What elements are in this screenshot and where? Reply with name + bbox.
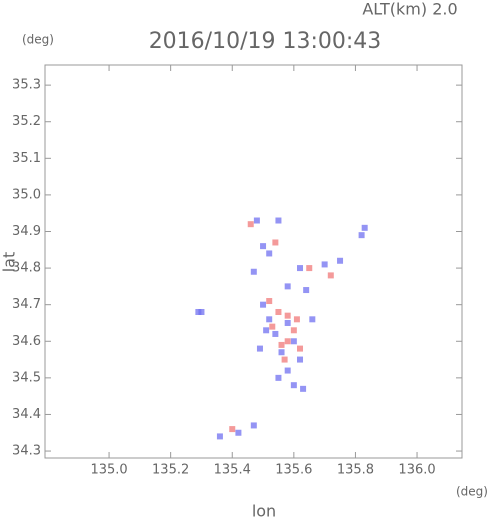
y-axis-label: lat [0,252,19,273]
echo-point [284,319,291,326]
y-tick-label: 35.0 [12,187,41,202]
echo-point [306,265,313,272]
echo-point [263,327,270,334]
x-tick-label: 136.0 [398,463,435,478]
echo-point [272,239,279,246]
echo-point [300,385,307,392]
echo-point [284,312,291,319]
y-tick-label: 34.4 [12,407,41,422]
echo-point [321,261,328,268]
x-tick-label: 135.6 [275,463,312,478]
echo-point [290,382,297,389]
x-unit: (deg) [456,485,488,499]
echo-point [297,265,304,272]
y-tick-label: 35.3 [12,78,41,93]
echo-point [284,338,291,345]
altitude-label: ALT(km) 2.0 [362,0,457,19]
echo-point [297,345,304,352]
echo-point [272,330,279,337]
echo-point [275,308,282,315]
echo-point [235,429,242,436]
y-tick-label: 35.1 [12,151,41,166]
echo-point [250,422,257,429]
y-tick-label: 34.8 [12,261,41,276]
echo-point [256,345,263,352]
echo-point [216,433,223,440]
echo-point [275,217,282,224]
y-tick-label: 34.5 [12,370,41,385]
echo-point [275,374,282,381]
echo-point [290,327,297,334]
echo-point [297,356,304,363]
echo-point [309,316,316,323]
y-tick-label: 35.2 [12,114,41,129]
y-tick-label: 34.9 [12,224,41,239]
echo-point [284,367,291,374]
y-tick-label: 34.7 [12,297,41,312]
echo-point [337,257,344,264]
echo-point [229,426,236,433]
x-tick-label: 135.4 [214,463,251,478]
y-tick-label: 34.6 [12,334,41,349]
x-axis-label: lon [252,502,276,521]
echo-point [278,341,285,348]
plot-frame [44,64,463,459]
echo-point [303,287,310,294]
x-tick-label: 135.8 [337,463,374,478]
echo-point [327,272,334,279]
echo-point [250,268,257,275]
echo-point [358,232,365,239]
echo-point [260,301,267,308]
echo-point [266,316,273,323]
x-tick-label: 135.0 [90,463,127,478]
echo-point [266,298,273,305]
chart-title: 2016/10/19 13:00:43 [149,29,382,54]
echo-point [266,250,273,257]
echo-point [269,323,276,330]
y-unit: (deg) [22,33,54,47]
echo-point [260,243,267,250]
echo-point [361,224,368,231]
echo-point [253,217,260,224]
echo-point [195,308,202,315]
echo-point [281,356,288,363]
echo-point [247,221,254,228]
y-tick-label: 34.3 [12,444,41,459]
echo-point [290,338,297,345]
echo-point [198,308,205,315]
x-tick-label: 135.2 [152,463,189,478]
echo-point [278,349,285,356]
echo-point [293,316,300,323]
echo-point [284,283,291,290]
